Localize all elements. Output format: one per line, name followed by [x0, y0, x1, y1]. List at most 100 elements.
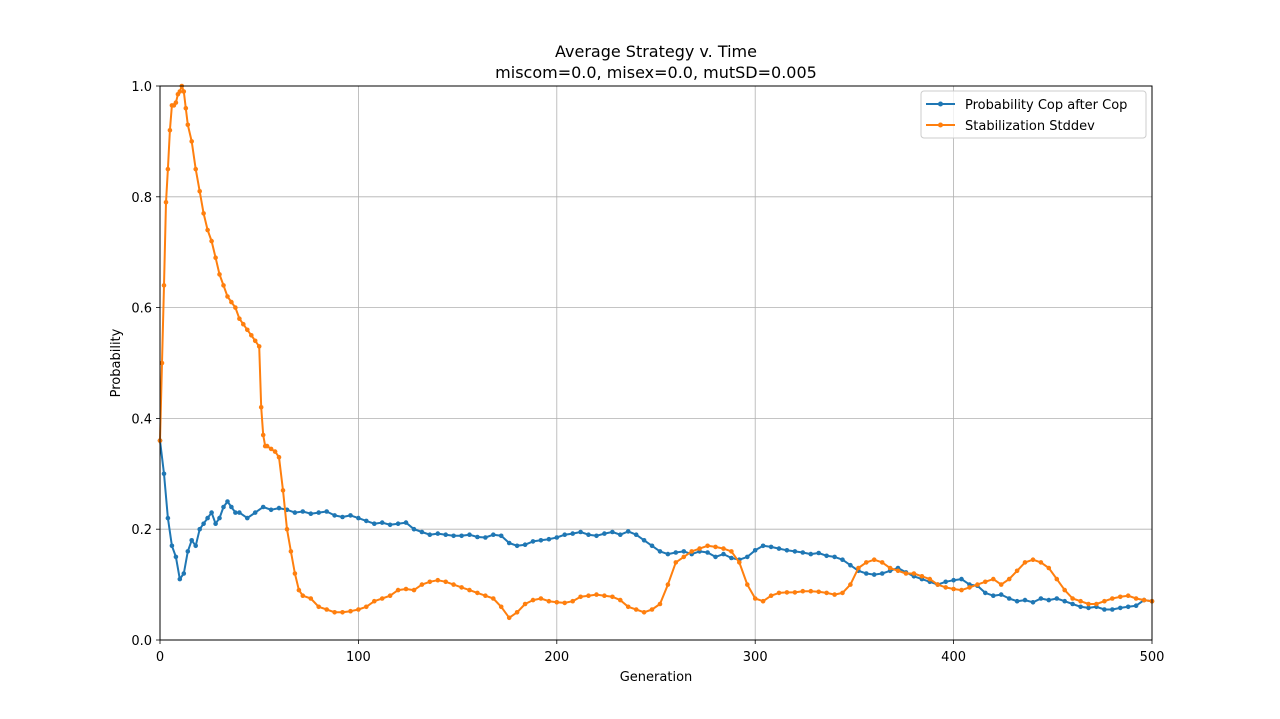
data-point-probability-cop-after-cop: [840, 557, 845, 562]
x-tick-label: 400: [941, 650, 966, 665]
data-point-probability-cop-after-cop: [185, 549, 191, 554]
data-point-stabilization-stddev: [776, 590, 782, 596]
data-point-probability-cop-after-cop: [201, 521, 206, 526]
data-point-stabilization-stddev: [1046, 565, 1052, 571]
data-point-stabilization-stddev: [784, 590, 790, 595]
data-point-probability-cop-after-cop: [1054, 596, 1060, 601]
data-point-stabilization-stddev: [225, 294, 230, 299]
data-point-stabilization-stddev: [173, 100, 179, 105]
data-point-probability-cop-after-cop: [538, 538, 544, 543]
data-point-stabilization-stddev: [427, 579, 433, 585]
data-point-probability-cop-after-cop: [618, 532, 623, 537]
data-point-probability-cop-after-cop: [991, 593, 996, 598]
data-point-probability-cop-after-cop: [649, 543, 655, 549]
data-point-stabilization-stddev: [975, 582, 980, 587]
data-point-probability-cop-after-cop: [229, 504, 234, 510]
data-point-stabilization-stddev: [308, 596, 314, 601]
x-tick-label: 100: [346, 650, 371, 665]
data-point-probability-cop-after-cop: [665, 551, 671, 557]
data-point-stabilization-stddev: [1070, 596, 1075, 601]
data-point-probability-cop-after-cop: [387, 522, 393, 528]
data-point-probability-cop-after-cop: [356, 515, 361, 521]
data-point-probability-cop-after-cop: [768, 544, 774, 550]
data-point-stabilization-stddev: [610, 594, 615, 600]
data-point-stabilization-stddev: [237, 316, 242, 322]
data-point-probability-cop-after-cop: [776, 546, 782, 551]
data-point-probability-cop-after-cop: [1125, 604, 1131, 610]
data-point-probability-cop-after-cop: [225, 499, 230, 504]
data-point-stabilization-stddev: [332, 610, 337, 615]
data-point-stabilization-stddev: [943, 585, 948, 590]
data-point-probability-cop-after-cop: [483, 535, 488, 540]
data-point-stabilization-stddev: [185, 122, 191, 128]
data-point-stabilization-stddev: [491, 596, 496, 601]
data-point-stabilization-stddev: [570, 598, 575, 604]
data-point-stabilization-stddev: [435, 577, 441, 583]
legend-marker-stabilization-stddev: [938, 122, 943, 128]
data-point-stabilization-stddev: [887, 565, 893, 571]
data-point-stabilization-stddev: [419, 582, 425, 587]
data-point-probability-cop-after-cop: [1070, 601, 1075, 607]
data-point-stabilization-stddev: [498, 604, 504, 610]
data-point-stabilization-stddev: [189, 139, 194, 144]
legend-label-cop-after-cop: Probability Cop after Cop: [965, 98, 1127, 113]
data-point-probability-cop-after-cop: [713, 554, 718, 560]
data-point-probability-cop-after-cop: [586, 532, 591, 537]
data-point-stabilization-stddev: [657, 601, 663, 607]
data-point-probability-cop-after-cop: [1006, 596, 1012, 601]
data-point-stabilization-stddev: [264, 443, 270, 449]
data-point-probability-cop-after-cop: [848, 562, 853, 568]
data-point-probability-cop-after-cop: [641, 538, 647, 543]
data-point-probability-cop-after-cop: [657, 549, 663, 554]
data-point-probability-cop-after-cop: [562, 532, 567, 537]
data-point-probability-cop-after-cop: [1086, 605, 1091, 611]
y-tick-label: 0.8: [131, 191, 152, 206]
data-point-probability-cop-after-cop: [324, 509, 330, 514]
data-point-stabilization-stddev: [1110, 596, 1115, 601]
data-point-stabilization-stddev: [864, 560, 869, 565]
data-point-probability-cop-after-cop: [1046, 597, 1052, 603]
data-point-probability-cop-after-cop: [959, 576, 964, 582]
data-point-stabilization-stddev: [1141, 597, 1147, 603]
plot-frame: [159, 85, 1153, 641]
data-point-probability-cop-after-cop: [233, 510, 238, 515]
data-point-stabilization-stddev: [1038, 560, 1044, 565]
data-point-probability-cop-after-cop: [245, 515, 250, 521]
data-point-stabilization-stddev: [665, 582, 671, 587]
data-point-probability-cop-after-cop: [1102, 607, 1107, 612]
x-axis-label: Generation: [620, 670, 693, 685]
data-point-stabilization-stddev: [602, 593, 607, 598]
legend-box: [920, 90, 1147, 139]
data-point-stabilization-stddev: [824, 590, 829, 596]
data-point-stabilization-stddev: [935, 582, 940, 587]
data-point-probability-cop-after-cop: [1118, 605, 1123, 611]
data-point-stabilization-stddev: [467, 587, 472, 593]
data-point-probability-cop-after-cop: [1014, 598, 1020, 604]
data-point-stabilization-stddev: [538, 596, 544, 601]
data-point-probability-cop-after-cop: [181, 571, 187, 576]
data-point-probability-cop-after-cop: [784, 548, 790, 553]
data-point-stabilization-stddev: [475, 590, 480, 596]
data-point-stabilization-stddev: [443, 579, 449, 585]
data-point-stabilization-stddev: [364, 604, 369, 610]
data-point-probability-cop-after-cop: [871, 572, 877, 577]
data-point-probability-cop-after-cop: [372, 521, 377, 526]
data-point-stabilization-stddev: [562, 600, 567, 606]
data-point-stabilization-stddev: [840, 590, 845, 596]
data-point-stabilization-stddev: [816, 589, 821, 595]
data-point-probability-cop-after-cop: [1022, 597, 1028, 603]
data-point-stabilization-stddev: [514, 610, 520, 615]
data-point-probability-cop-after-cop: [435, 531, 441, 536]
data-point-stabilization-stddev: [276, 454, 282, 460]
data-point-probability-cop-after-cop: [252, 510, 258, 515]
data-point-probability-cop-after-cop: [364, 518, 369, 524]
data-point-probability-cop-after-cop: [633, 532, 639, 537]
x-tick-label: 0: [156, 650, 164, 665]
data-point-stabilization-stddev: [578, 594, 583, 600]
series-layer: [157, 83, 1155, 621]
data-point-stabilization-stddev: [594, 592, 599, 597]
data-point-probability-cop-after-cop: [745, 554, 750, 560]
data-point-stabilization-stddev: [221, 283, 226, 288]
data-point-stabilization-stddev: [586, 593, 591, 598]
